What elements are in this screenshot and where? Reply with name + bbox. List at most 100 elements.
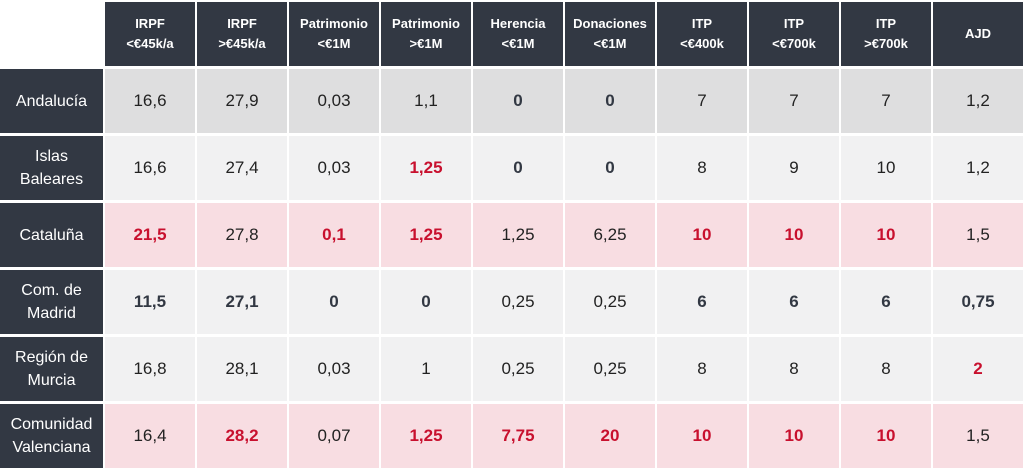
column-header: IRPF >€45k/a (197, 2, 287, 66)
cell: 16,4 (105, 404, 195, 468)
text-line: ITP (783, 16, 805, 31)
cell: 6 (749, 270, 839, 334)
column-header: AJD (933, 2, 1023, 66)
column-header: ITP <€400k (657, 2, 747, 66)
cell: 16,6 (105, 69, 195, 133)
cell: 0 (565, 136, 655, 200)
cell: 0,03 (289, 337, 379, 401)
text-line: <€400k (680, 36, 724, 51)
cell: 10 (657, 404, 747, 468)
cell: 27,1 (197, 270, 287, 334)
cell: 10 (841, 404, 931, 468)
cell: 21,5 (105, 203, 195, 267)
cell: 0 (473, 136, 563, 200)
table-row: Región de Murcia 16,8 28,1 0,03 1 0,25 0,25 8 8 8 2 (0, 337, 1023, 401)
row-label: Com. de Madrid (0, 270, 103, 334)
cell: 1,25 (473, 203, 563, 267)
cell: 0 (289, 270, 379, 334)
cell: 1,25 (381, 136, 471, 200)
cell: 27,4 (197, 136, 287, 200)
text-line: Andalucía (15, 92, 88, 110)
table-row: Comunidad Valenciana 16,4 28,2 0,07 1,25 7,75 2… (0, 404, 1023, 468)
text-line: <€1M (593, 36, 627, 51)
text-line: Valenciana (12, 439, 91, 456)
cell: 0 (381, 270, 471, 334)
column-header: Herencia <€1M (473, 2, 563, 66)
cell: 7,75 (473, 404, 563, 468)
row-label: Islas Baleares (0, 136, 103, 200)
cell: 10 (657, 203, 747, 267)
cell: 0,03 (289, 69, 379, 133)
cell: 8 (657, 337, 747, 401)
column-header: ITP >€700k (841, 2, 931, 66)
text-line: >€700k (864, 36, 908, 51)
column-header: Donaciones <€1M (565, 2, 655, 66)
row-label: Cataluña (0, 203, 103, 267)
cell: 11,5 (105, 270, 195, 334)
text-line: <€700k (772, 36, 816, 51)
cell: 1,5 (933, 203, 1023, 267)
cell: 0,25 (473, 270, 563, 334)
cell: 8 (749, 337, 839, 401)
text-line: Región de (15, 349, 88, 366)
cell: 0,03 (289, 136, 379, 200)
cell: 0,25 (473, 337, 563, 401)
text-line: <€1M (317, 36, 351, 51)
text-line: >€45k/a (218, 36, 266, 51)
column-header: Patrimonio >€1M (381, 2, 471, 66)
column-header: Patrimonio <€1M (289, 2, 379, 66)
text-line: IRPF (227, 16, 257, 31)
cell: 10 (749, 404, 839, 468)
text-line: Cataluña (19, 226, 84, 244)
cell: 8 (657, 136, 747, 200)
cell: 27,8 (197, 203, 287, 267)
text-line: Comunidad (10, 416, 93, 433)
cell: 1,5 (933, 404, 1023, 468)
cell: 1 (381, 337, 471, 401)
cell: 28,2 (197, 404, 287, 468)
cell: 1,2 (933, 136, 1023, 200)
cell: 0 (473, 69, 563, 133)
cell: 1,2 (933, 69, 1023, 133)
cell: 8 (841, 337, 931, 401)
cell: 0,07 (289, 404, 379, 468)
text-line: <€1M (501, 36, 535, 51)
text-line: Donaciones (573, 16, 647, 31)
cell: 0,25 (565, 270, 655, 334)
text-line: Herencia (490, 16, 546, 31)
row-label: Andalucía (0, 69, 103, 133)
cell: 0,1 (289, 203, 379, 267)
row-label: Comunidad Valenciana (0, 404, 103, 468)
text-line: Islas (35, 148, 68, 165)
cell: 9 (749, 136, 839, 200)
text-line: >€1M (409, 36, 443, 51)
cell: 16,8 (105, 337, 195, 401)
cell: 0 (565, 69, 655, 133)
column-header: IRPF <€45k/a (105, 2, 195, 66)
cell: 6,25 (565, 203, 655, 267)
text-line: Murcia (27, 372, 76, 389)
cell: 7 (657, 69, 747, 133)
text-line: Patrimonio (392, 16, 460, 31)
cell: 0,75 (933, 270, 1023, 334)
cell: 20 (565, 404, 655, 468)
column-header: ITP <€700k (749, 2, 839, 66)
cell: 10 (749, 203, 839, 267)
cell: 0,25 (565, 337, 655, 401)
cell: 28,1 (197, 337, 287, 401)
corner (0, 2, 103, 66)
text-line: <€45k/a (126, 36, 174, 51)
row-label: Región de Murcia (0, 337, 103, 401)
cell: 7 (841, 69, 931, 133)
text-line: Madrid (27, 305, 76, 322)
cell: 1,25 (381, 404, 471, 468)
cell: 6 (841, 270, 931, 334)
cell: 1,1 (381, 69, 471, 133)
cell: 7 (749, 69, 839, 133)
cell: 10 (841, 136, 931, 200)
text-line: IRPF (135, 16, 165, 31)
table-row: Cataluña 21,5 27,8 0,1 1,25 1,25 6,25 10 10 10 1,5 (0, 203, 1023, 267)
text-line: Patrimonio (300, 16, 368, 31)
